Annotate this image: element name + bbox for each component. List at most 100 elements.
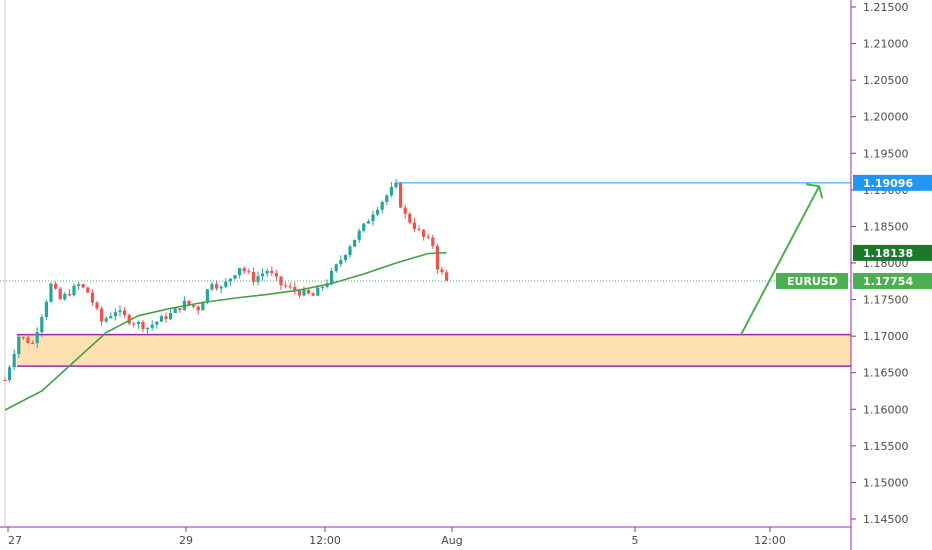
candle-down[interactable] <box>426 236 430 238</box>
projection-arrow-shaft[interactable] <box>740 185 821 336</box>
candle-down[interactable] <box>408 213 412 223</box>
candle-up[interactable] <box>265 270 269 274</box>
candle-up[interactable] <box>362 223 366 231</box>
candle-up[interactable] <box>389 187 393 196</box>
candle-up[interactable] <box>343 255 347 260</box>
candle-down[interactable] <box>81 284 85 288</box>
candle-down[interactable] <box>187 300 191 305</box>
candle-down[interactable] <box>399 182 403 208</box>
candle-up[interactable] <box>205 289 209 302</box>
candle-up[interactable] <box>173 308 177 314</box>
candle-down[interactable] <box>288 286 292 288</box>
candle-up[interactable] <box>109 316 113 319</box>
candle-down[interactable] <box>178 308 182 310</box>
candle-up[interactable] <box>72 285 76 296</box>
candle-up[interactable] <box>330 270 334 284</box>
candle-up[interactable] <box>348 246 352 256</box>
candle-up[interactable] <box>357 230 361 240</box>
candle-down[interactable] <box>192 304 196 307</box>
candle-up[interactable] <box>339 259 343 265</box>
price-axis[interactable]: 1.215001.210001.205001.200001.195001.190… <box>850 0 909 550</box>
candle-up[interactable] <box>44 301 48 317</box>
candle-up[interactable] <box>17 336 21 354</box>
candle-down[interactable] <box>127 315 131 324</box>
candle-down[interactable] <box>132 323 136 325</box>
candle-down[interactable] <box>164 316 168 320</box>
candle-down[interactable] <box>422 229 426 237</box>
candle-up[interactable] <box>228 278 232 282</box>
candle-up[interactable] <box>118 310 122 313</box>
candle-up[interactable] <box>371 214 375 222</box>
candle-down[interactable] <box>274 273 278 277</box>
price-badge[interactable] <box>853 244 932 261</box>
candle-down[interactable] <box>54 283 58 289</box>
candle-up[interactable] <box>136 321 140 324</box>
candle-down[interactable] <box>196 306 200 311</box>
candle-down[interactable] <box>417 228 421 230</box>
candle-down[interactable] <box>412 222 416 229</box>
candle-down[interactable] <box>215 284 219 289</box>
candle-down[interactable] <box>293 286 297 291</box>
candle-up[interactable] <box>8 367 12 381</box>
candle-down[interactable] <box>100 308 104 322</box>
candle-up[interactable] <box>77 284 81 286</box>
candle-up[interactable] <box>320 286 324 288</box>
candle-down[interactable] <box>403 207 407 214</box>
moving-average-line[interactable] <box>4 251 447 411</box>
candle-up[interactable] <box>256 276 260 282</box>
candle-up[interactable] <box>302 289 306 296</box>
candle-down[interactable] <box>123 310 127 316</box>
candle-up[interactable] <box>238 268 242 276</box>
candle-up[interactable] <box>150 324 154 328</box>
candle-down[interactable] <box>445 272 449 281</box>
candle-up[interactable] <box>261 273 265 277</box>
candle-down[interactable] <box>31 342 35 344</box>
candle-down[interactable] <box>284 285 288 287</box>
candle-up[interactable] <box>366 221 370 224</box>
price-badge[interactable] <box>853 174 932 191</box>
candle-down[interactable] <box>21 336 25 338</box>
candle-down[interactable] <box>431 237 435 246</box>
candle-up[interactable] <box>104 318 108 322</box>
candle-up[interactable] <box>316 287 320 296</box>
price-badge[interactable] <box>853 272 932 289</box>
candle-down[interactable] <box>26 337 30 343</box>
candle-up[interactable] <box>155 321 159 325</box>
candle-down[interactable] <box>95 302 99 309</box>
candle-up[interactable] <box>385 195 389 202</box>
candle-down[interactable] <box>141 321 145 330</box>
candle-up[interactable] <box>146 327 150 330</box>
candle-up[interactable] <box>49 283 53 302</box>
candle-up[interactable] <box>219 286 223 289</box>
candle-up[interactable] <box>159 316 163 322</box>
candle-down[interactable] <box>270 270 274 274</box>
candle-down[interactable] <box>297 290 301 296</box>
candle-up[interactable] <box>201 301 205 311</box>
support-zone[interactable] <box>17 334 851 367</box>
candle-up[interactable] <box>40 316 44 333</box>
candle-up[interactable] <box>35 332 39 344</box>
candle-up[interactable] <box>224 281 228 287</box>
candle-down[interactable] <box>90 292 94 303</box>
candle-down[interactable] <box>279 276 283 286</box>
time-axis[interactable]: 27 29 12:00 Aug 5 12:00 <box>0 526 851 547</box>
candle-up[interactable] <box>334 264 338 271</box>
candle-down[interactable] <box>247 271 251 273</box>
candle-up[interactable] <box>353 239 357 247</box>
candle-down[interactable] <box>440 269 444 273</box>
candle-down[interactable] <box>307 289 311 294</box>
candle-up[interactable] <box>394 182 398 188</box>
symbol-badge[interactable] <box>776 272 848 289</box>
candle-up[interactable] <box>210 284 214 290</box>
candle-up[interactable] <box>376 209 380 215</box>
candle-up[interactable] <box>63 293 67 300</box>
candle-down[interactable] <box>435 245 439 270</box>
candle-down[interactable] <box>58 288 62 300</box>
candle-up[interactable] <box>169 313 173 320</box>
candle-up[interactable] <box>233 275 237 279</box>
candle-down[interactable] <box>311 293 315 296</box>
candle-down[interactable] <box>251 271 255 282</box>
candle-up[interactable] <box>380 201 384 210</box>
candle-up[interactable] <box>113 312 117 317</box>
